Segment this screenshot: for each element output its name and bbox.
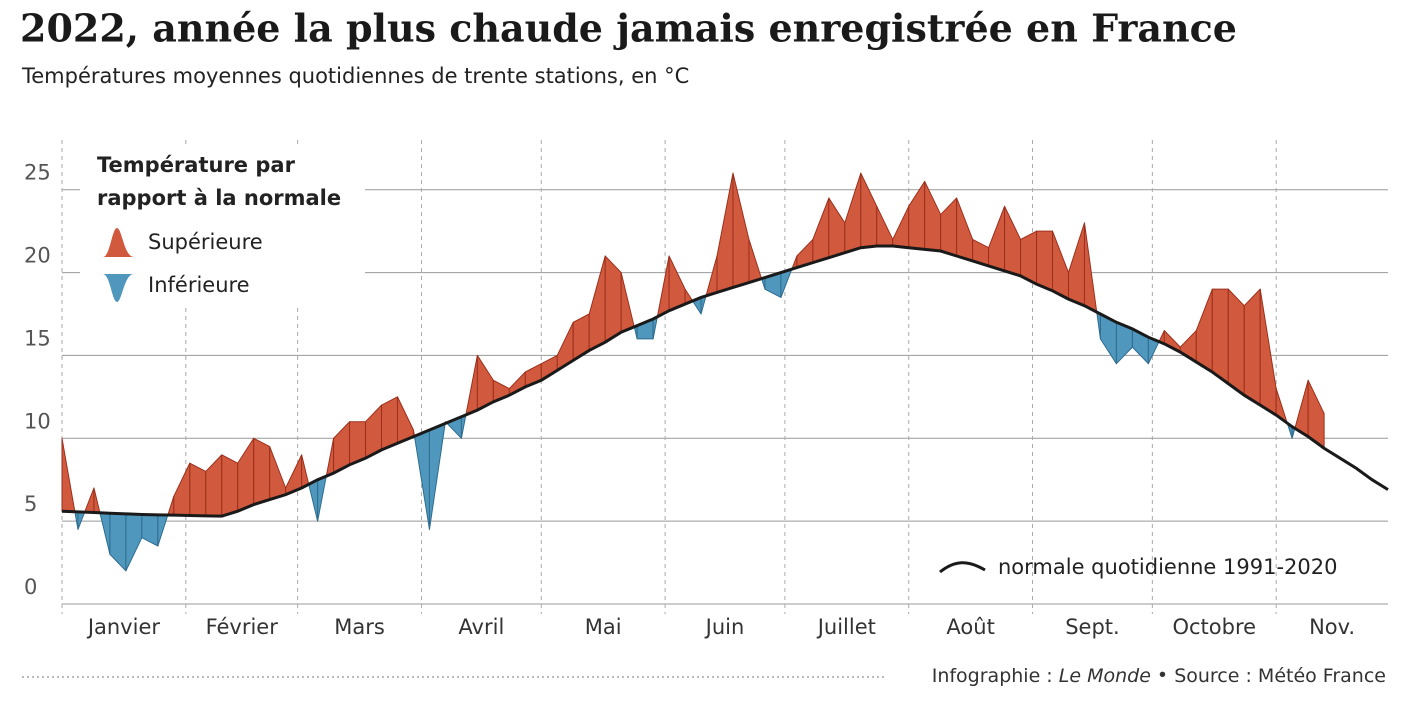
x-tick-label: Juin <box>704 615 745 639</box>
difference-area <box>1195 288 1213 373</box>
difference-area <box>1227 288 1245 396</box>
difference-area <box>157 514 169 547</box>
x-tick-label: Août <box>946 615 994 639</box>
difference-area <box>413 429 430 530</box>
difference-area <box>221 454 239 517</box>
x-tick-label: Mai <box>585 615 622 639</box>
difference-area <box>99 512 111 555</box>
difference-area <box>1004 205 1022 277</box>
difference-area <box>428 422 446 530</box>
difference-area <box>908 180 926 250</box>
difference-area <box>109 512 127 572</box>
difference-area <box>668 255 686 312</box>
chart-subtitle: Températures moyennes quotidiennes de tr… <box>21 64 689 88</box>
difference-area <box>732 172 750 288</box>
difference-area <box>604 255 622 343</box>
x-tick-label: Juillet <box>816 615 876 639</box>
difference-area <box>748 238 763 284</box>
y-tick-label: 25 <box>24 161 51 185</box>
difference-area <box>205 454 223 517</box>
difference-area <box>173 462 191 517</box>
legend-label: Inférieure <box>148 273 250 297</box>
x-tick-label: Nov. <box>1309 615 1355 639</box>
legend-title: Température par <box>97 153 296 177</box>
difference-area <box>1259 288 1277 416</box>
difference-area <box>84 487 95 514</box>
difference-area <box>1096 311 1101 340</box>
difference-area <box>93 487 101 514</box>
difference-area <box>1036 230 1054 292</box>
x-tick-label: Février <box>206 615 279 639</box>
x-tick-label: Mars <box>334 615 385 639</box>
difference-area <box>125 513 143 572</box>
y-tick-label: 5 <box>24 492 37 516</box>
difference-area <box>924 180 942 252</box>
difference-area <box>167 495 175 516</box>
normal-line <box>61 244 1389 518</box>
y-tick-label: 0 <box>24 575 37 599</box>
difference-area <box>620 272 635 333</box>
credit-outlet: Le Monde <box>1059 665 1151 687</box>
difference-area <box>237 437 255 512</box>
credit: Infographie : <box>932 665 1053 687</box>
legend-title: rapport à la normale <box>97 186 341 210</box>
difference-area <box>1083 222 1098 313</box>
difference-area <box>588 255 606 351</box>
difference-area <box>253 437 271 506</box>
y-tick-label: 15 <box>24 326 51 350</box>
difference-area <box>860 172 878 249</box>
y-tick-label: 10 <box>24 409 51 433</box>
difference-area <box>956 197 974 262</box>
legend-line <box>939 561 986 574</box>
x-tick-label: Sept. <box>1065 615 1120 639</box>
difference-area <box>812 197 830 264</box>
difference-area <box>460 414 467 439</box>
difference-area <box>1067 222 1085 307</box>
chart-title: 2022, année la plus chaude jamais enregi… <box>20 6 1237 51</box>
difference-area <box>716 172 734 293</box>
difference-area <box>465 354 478 416</box>
difference-area <box>1211 288 1229 385</box>
difference-area <box>892 205 910 249</box>
difference-area <box>988 205 1006 272</box>
difference-area <box>656 255 670 318</box>
difference-area <box>325 437 335 477</box>
x-tick-label: Octobre <box>1172 615 1256 639</box>
legend-label: normale quotidienne 1991-2020 <box>998 555 1338 579</box>
footer: Infographie : Le Monde • Source : Météo … <box>932 665 1386 687</box>
legend-swatch <box>103 274 134 302</box>
difference-area <box>189 462 207 517</box>
difference-area <box>269 446 287 501</box>
legend-swatch <box>103 228 134 257</box>
difference-area <box>1052 230 1069 300</box>
difference-area <box>301 454 310 489</box>
x-tick-label: Janvier <box>86 615 161 639</box>
difference-area <box>940 197 958 257</box>
x-tick-label: Avril <box>458 615 504 639</box>
difference-area <box>844 172 862 254</box>
difference-area <box>308 479 319 522</box>
legend-label: Supérieure <box>148 230 263 254</box>
difference-area <box>1243 288 1261 406</box>
source: Source : Météo France <box>1174 665 1386 687</box>
difference-area <box>381 396 398 451</box>
y-tick-label: 20 <box>24 244 51 268</box>
difference-area <box>141 514 159 547</box>
difference-area <box>876 205 894 247</box>
difference-area <box>317 475 327 522</box>
difference-area <box>61 437 76 513</box>
difference-area <box>705 255 718 297</box>
difference-area <box>828 197 846 259</box>
